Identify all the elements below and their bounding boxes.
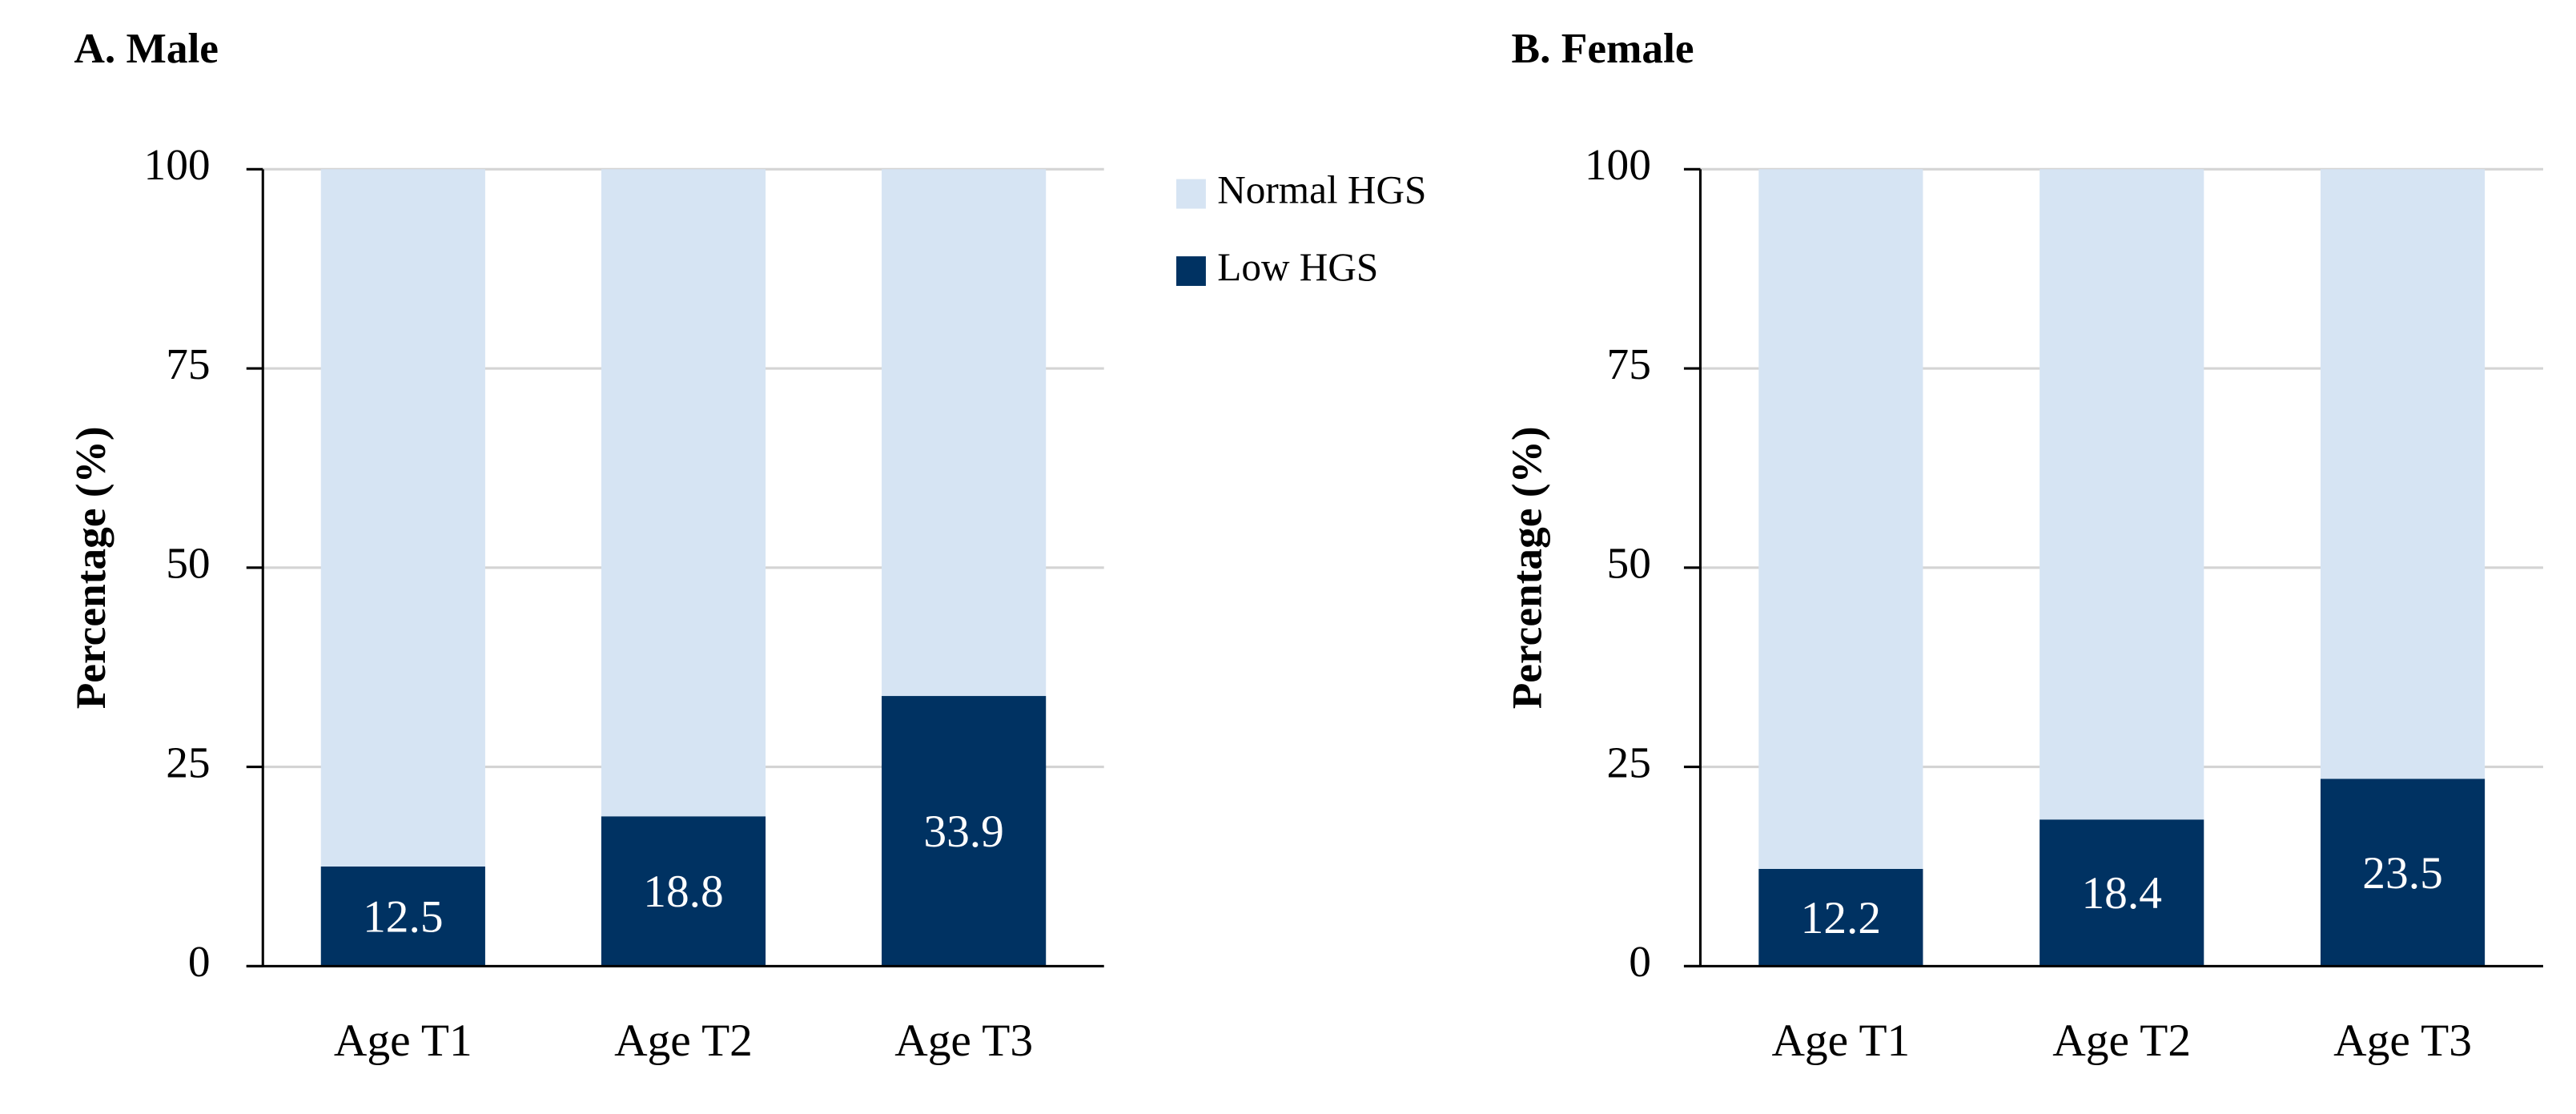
bar-segment: [882, 696, 1047, 967]
y-tick-label: 25: [1607, 738, 1651, 786]
x-tick-label: Age T1: [1771, 1015, 1910, 1066]
bar-segment: [320, 866, 485, 967]
legend-label: Low HGS: [1217, 245, 1378, 289]
x-tick-label: Age T2: [2052, 1015, 2191, 1066]
bar-segment: [601, 816, 766, 967]
y-tick-label: 100: [1585, 140, 1651, 189]
y-tick-label: 50: [166, 539, 210, 588]
x-tick-label: Age T3: [2333, 1015, 2472, 1066]
bar-segment: [1758, 169, 1923, 869]
bar-segment: [2040, 169, 2204, 820]
y-axis-label: Percentage (%): [1502, 426, 1550, 709]
x-tick-label: Age T2: [614, 1015, 753, 1066]
y-axis-label: Percentage (%): [66, 426, 115, 709]
y-tick-label: 75: [166, 340, 210, 388]
bar-segment: [2320, 169, 2486, 779]
chart-panel: A. Male Percentage (%) 0 25 50 75 100 12.5 Age T…: [66, 24, 1426, 1066]
bar-segment: [882, 169, 1047, 697]
bar-segment: [1758, 868, 1923, 967]
data-label: 18.4: [2081, 868, 2162, 919]
y-tick-label: 75: [1607, 340, 1651, 388]
data-label: 33.9: [923, 806, 1004, 857]
bar-segment: [320, 169, 485, 867]
data-label: 12.2: [1801, 893, 1882, 943]
y-tick-label: 0: [188, 937, 211, 986]
legend-label: Normal HGS: [1217, 167, 1426, 211]
data-label: 18.8: [643, 867, 724, 917]
chart-panel: B. Female Percentage (%) 0 25 50 75 100 12.2 Age…: [1502, 24, 2543, 1066]
bar-segment: [601, 169, 766, 817]
y-tick-label: 25: [166, 738, 210, 786]
chart-title: A. Male: [74, 24, 219, 72]
x-tick-label: Age T3: [894, 1015, 1033, 1066]
chart-title: B. Female: [1512, 24, 1694, 72]
legend-swatch: [1175, 256, 1206, 286]
bar-segment: [2040, 819, 2204, 967]
y-tick-label: 0: [1629, 937, 1651, 986]
y-tick-label: 100: [144, 140, 211, 189]
y-tick-label: 50: [1607, 539, 1651, 588]
data-label: 23.5: [2362, 848, 2443, 899]
x-tick-label: Age T1: [334, 1015, 472, 1066]
bar-segment: [2320, 778, 2486, 967]
legend-swatch: [1175, 179, 1206, 209]
data-label: 12.5: [363, 892, 444, 943]
